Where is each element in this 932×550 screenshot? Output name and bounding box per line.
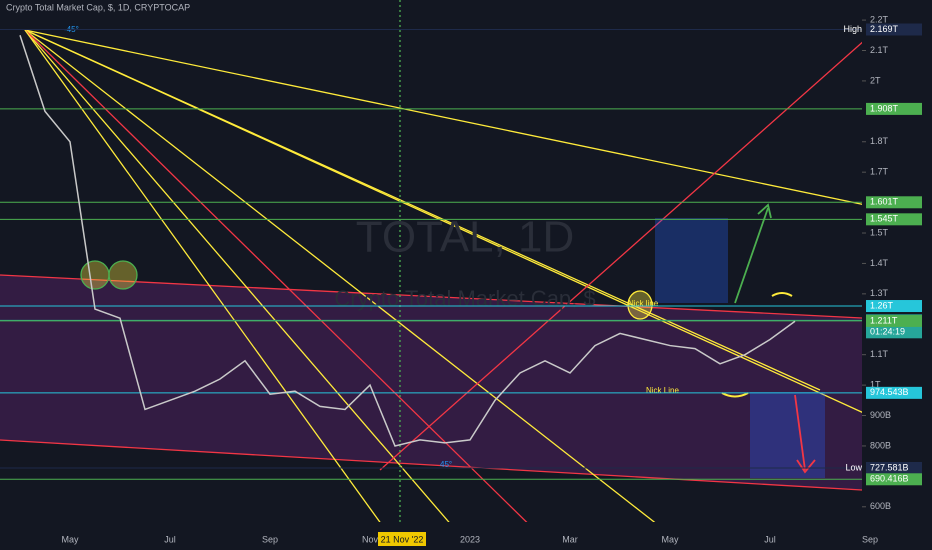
- watermark: TOTAL, 1D: [356, 213, 574, 262]
- y-tick-label: 1.4T: [870, 258, 889, 268]
- level-label: 1.545T: [870, 214, 899, 224]
- level-label: 727.581B: [870, 462, 909, 472]
- crosshair-date: 21 Nov '22: [381, 534, 424, 544]
- level-label: 1.908T: [870, 103, 899, 113]
- y-tick-label: 1T: [870, 379, 881, 389]
- chart-title: Crypto Total Market Cap, $, 1D, CRYPTOCA…: [6, 2, 190, 12]
- y-tick-label: 800B: [870, 440, 891, 450]
- level-label: 974.543B: [870, 387, 909, 397]
- y-tick-label: 1.1T: [870, 349, 889, 359]
- level-label: 2.169T: [870, 24, 899, 34]
- price-line: [19, 35, 796, 447]
- level-timer: 01:24:19: [870, 327, 905, 337]
- y-tick-label: 900B: [870, 410, 891, 420]
- crosshair-date-bg: [378, 532, 426, 546]
- level-label-bg: [866, 213, 922, 226]
- y-tick-label: 600B: [870, 501, 891, 511]
- y-tick-label: 2.1T: [870, 45, 889, 55]
- annotation: Nick line: [628, 299, 659, 308]
- level-label-bg: [866, 300, 922, 313]
- level-timer-bg: [866, 326, 922, 339]
- x-tick-label: Mar: [562, 534, 578, 544]
- x-tick-label: Jul: [764, 534, 776, 544]
- y-tick-label: 2T: [870, 75, 881, 85]
- y-tick-label: 2.2T: [870, 14, 889, 24]
- level-tag: Low: [845, 462, 862, 472]
- level-label-bg: [866, 473, 922, 486]
- level-label: 1.601T: [870, 197, 899, 207]
- x-tick-label: May: [661, 534, 679, 544]
- annotation: Nick Line: [646, 386, 679, 395]
- x-tick-label: May: [61, 534, 79, 544]
- level-label-bg: [866, 23, 922, 36]
- level-label-bg: [866, 102, 922, 115]
- x-tick-label: Jul: [164, 534, 176, 544]
- level-label-bg: [866, 314, 922, 327]
- level-label: 1.211T: [870, 315, 898, 325]
- watermark-subtitle: Crypto Total Market Cap, $: [334, 286, 595, 311]
- x-tick-label: 2023: [460, 534, 480, 544]
- y-tick-label: 1.5T: [870, 227, 889, 237]
- y-tick-label: 1.3T: [870, 288, 889, 298]
- x-tick-label: Nov: [362, 534, 379, 544]
- y-tick-label: 1.7T: [870, 167, 889, 177]
- x-tick-label: Sep: [262, 534, 278, 544]
- level-label: 690.416B: [870, 474, 909, 484]
- level-label-bg: [866, 386, 922, 399]
- level-label-bg: [866, 461, 922, 474]
- annotation: 45°: [440, 460, 452, 469]
- y-tick-label: 1.8T: [870, 136, 889, 146]
- x-tick-label: Sep: [862, 534, 878, 544]
- level-tag: High: [843, 24, 862, 34]
- level-label-bg: [866, 196, 922, 209]
- level-label: 1.26T: [870, 300, 894, 310]
